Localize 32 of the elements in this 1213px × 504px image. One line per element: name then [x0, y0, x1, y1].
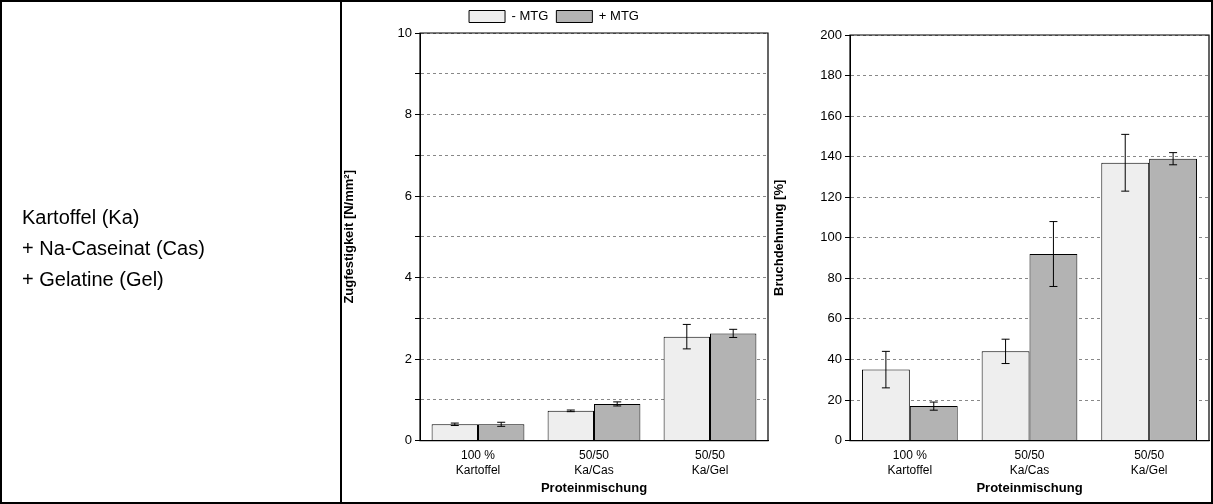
y-tick-label: 0 — [404, 432, 412, 448]
y-axis-title: Bruchdehnung [%] — [771, 179, 787, 296]
y-tick-label: 6 — [404, 187, 412, 203]
y-tick-label: 40 — [827, 351, 842, 367]
x-tick-label: 50/50 Ka/Cas — [574, 448, 614, 477]
y-tick-label: 60 — [827, 310, 842, 326]
y-tick-label: 140 — [820, 148, 842, 164]
y-tick-label: 200 — [820, 26, 842, 42]
x-tick-label: 100 % Kartoffel — [455, 448, 501, 477]
y-tick-label: 120 — [820, 188, 842, 204]
y-tick-label: 4 — [404, 269, 412, 285]
x-axis-title: Proteinmischung — [540, 479, 648, 495]
y-tick-label: 160 — [820, 107, 842, 123]
x-tick-label: 50/50 Ka/Gel — [1130, 448, 1168, 477]
y-tick-label: 100 — [820, 229, 842, 245]
y-tick-label: 2 — [404, 350, 412, 366]
y-tick-label: 10 — [397, 24, 412, 40]
y-tick-label: 180 — [820, 67, 842, 83]
text: Kartoffel (Ka) — [22, 205, 141, 230]
y-tick-label: 0 — [834, 432, 842, 448]
x-tick-label: 50/50 Ka/Cas — [1009, 448, 1050, 477]
y-tick-label: 20 — [827, 391, 842, 407]
text: + Na-Caseinat (Cas) — [22, 236, 206, 261]
legend-label: + MTG — [598, 8, 639, 24]
x-tick-label: 50/50 Ka/Gel — [691, 448, 729, 477]
text: + Gelatine (Gel) — [22, 267, 165, 292]
x-tick-label: 100 % Kartoffel — [887, 448, 933, 477]
y-tick-label: 80 — [827, 269, 842, 285]
y-axis-title: Zugfestigkeit [N/mm²] — [341, 169, 357, 304]
x-axis-title: Proteinmischung — [976, 479, 1083, 495]
legend-label: - MTG — [511, 8, 549, 24]
y-tick-label: 8 — [404, 106, 412, 122]
